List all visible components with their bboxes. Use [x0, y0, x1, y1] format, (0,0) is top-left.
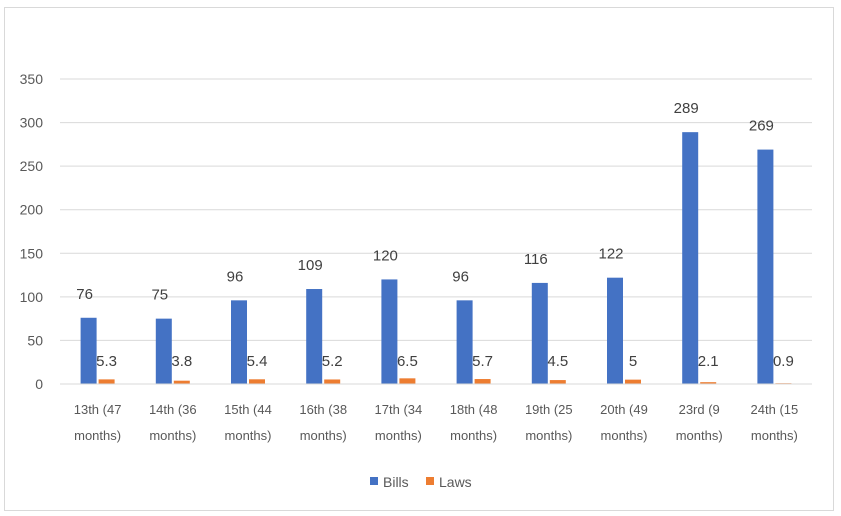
data-label-bills: 116: [524, 251, 548, 268]
x-tick-label: 13th (47 months): [74, 402, 122, 443]
data-label-laws: 5: [629, 353, 637, 370]
legend-swatch-bills: [370, 477, 378, 485]
x-tick-label: 24th (15 months): [751, 402, 799, 443]
data-label-laws: 6.5: [397, 353, 418, 370]
bar-laws: [173, 380, 190, 384]
legend-swatch-laws: [426, 477, 434, 485]
data-labels: 76 5.3 75 3.8 96 5.4 109 5.2 120 6.5 96 5.7 116 4.5 12…: [76, 100, 794, 370]
x-tick-label: 23rd (9 months): [676, 402, 723, 443]
x-tick-label: 16th (38 months): [299, 402, 347, 443]
bar-bills: [80, 317, 97, 384]
data-label-laws: 5.7: [472, 353, 493, 370]
bar-laws: [474, 379, 491, 384]
bar-laws: [249, 379, 265, 384]
data-label-bills: 76: [76, 286, 93, 303]
bar-bills: [682, 132, 699, 384]
data-label-laws: 4.5: [547, 353, 568, 370]
x-tick-label: 15th (44 months): [224, 402, 272, 443]
bar-bills: [607, 277, 623, 384]
bar-bills: [757, 149, 774, 384]
x-tick-label: 19th (25 months): [525, 402, 573, 443]
data-label-laws: 3.8: [171, 353, 192, 370]
legend-label-laws: Laws: [439, 474, 472, 490]
x-tick-label: 18th (48 months): [450, 402, 498, 443]
data-label-laws: 5.4: [247, 353, 268, 370]
y-tick-label: 150: [20, 245, 44, 261]
bar-laws: [700, 382, 717, 384]
y-axis-ticks: 0 50 100 150 200 250 300 350: [20, 71, 44, 392]
y-tick-label: 50: [27, 332, 43, 348]
bar-bills: [231, 300, 247, 384]
y-tick-label: 200: [20, 202, 44, 218]
gridlines: [60, 78, 812, 341]
data-label-laws: 2.1: [698, 353, 719, 370]
data-label-bills: 109: [298, 257, 323, 274]
bar-bills: [456, 300, 473, 384]
x-tick-label: 20th (49 months): [600, 402, 648, 443]
data-label-bills: 75: [151, 287, 168, 304]
bar-laws: [98, 379, 115, 384]
bar-bills: [306, 289, 323, 384]
data-label-laws: 0.9: [773, 353, 794, 370]
data-label-bills: 96: [227, 268, 244, 285]
legend-label-bills: Bills: [383, 474, 409, 490]
bar-bills: [381, 279, 398, 384]
x-tick-label: 14th (36 months): [149, 402, 197, 443]
data-label-bills: 120: [373, 247, 398, 264]
bar-bills: [531, 282, 548, 384]
y-tick-label: 350: [20, 71, 44, 87]
bar-laws: [625, 379, 641, 384]
bar-laws: [399, 378, 416, 384]
x-tick-label: 17th (34 months): [375, 402, 423, 443]
y-tick-label: 250: [20, 158, 44, 174]
bar-bills: [155, 318, 172, 384]
data-label-bills: 96: [452, 268, 469, 285]
data-label-bills: 289: [674, 100, 699, 117]
bar-laws: [324, 379, 341, 384]
data-label-laws: 5.3: [96, 353, 117, 370]
data-label-bills: 269: [749, 118, 774, 135]
y-tick-label: 100: [20, 289, 44, 305]
data-label-bills: 122: [598, 246, 623, 263]
legend: Bills Laws: [370, 474, 472, 490]
data-label-laws: 5.2: [322, 353, 343, 370]
x-axis-ticks: 13th (47 months) 14th (36 months) 15th (44 mo…: [74, 402, 799, 443]
y-tick-label: 0: [35, 376, 43, 392]
bar-laws: [549, 380, 566, 384]
y-tick-label: 300: [20, 115, 44, 131]
bars: [80, 132, 792, 384]
